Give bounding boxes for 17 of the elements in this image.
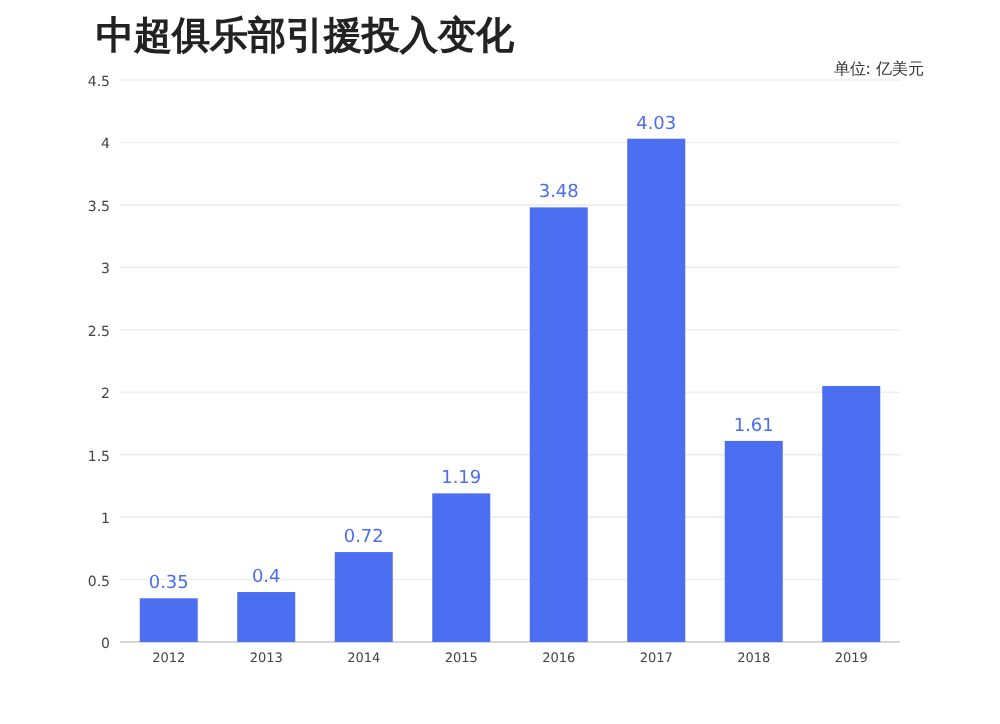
text: 单位: 亿美元 — [833, 60, 924, 78]
bar — [432, 493, 491, 642]
bar — [724, 440, 783, 642]
bar — [627, 138, 686, 642]
bar — [529, 207, 588, 642]
data-label: 0.72 — [343, 528, 384, 549]
data-label: 1.19 — [441, 469, 482, 490]
data-label: 4.03 — [636, 114, 677, 135]
data-label: 1.61 — [733, 416, 774, 437]
bar — [139, 598, 198, 642]
bar — [334, 552, 393, 642]
data-label: 0.35 — [148, 574, 189, 595]
data-label: 3.48 — [538, 183, 580, 204]
bar — [822, 385, 881, 642]
chart-title: 中超俱乐部引援投入变化 — [96, 14, 516, 58]
data-label: 0.4 — [251, 568, 282, 589]
bar — [237, 592, 296, 642]
